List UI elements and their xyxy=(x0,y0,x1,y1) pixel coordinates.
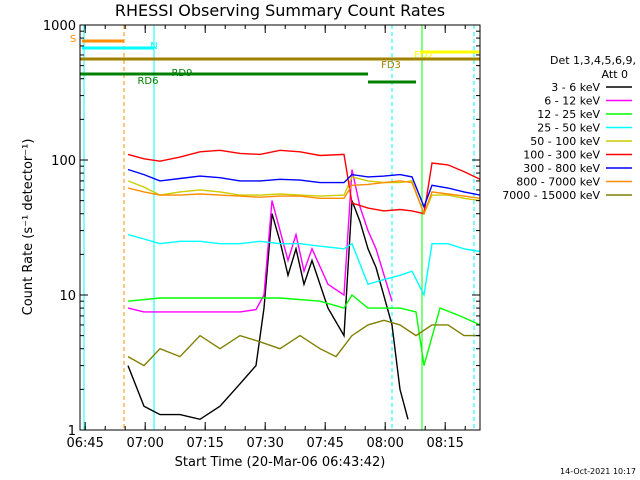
series-line xyxy=(127,319,480,367)
series-lines xyxy=(127,149,481,421)
x-tick-label: 06:45 xyxy=(66,436,103,451)
series-line xyxy=(127,169,393,313)
legend-label: 25 - 50 keV xyxy=(537,122,600,135)
x-tick-label: 07:45 xyxy=(306,436,343,451)
axes: 1 10 100 1000 06:45 07:00 07:15 07:30 07:45 08:00… xyxy=(43,19,481,451)
series-line xyxy=(127,233,481,298)
x-tick-label: 08:15 xyxy=(426,436,463,451)
x-tick-label: 07:30 xyxy=(246,436,283,451)
x-tick-label: 07:00 xyxy=(126,436,163,451)
legend-label: 3 - 6 keV xyxy=(551,81,600,94)
legend-label: 100 - 300 keV xyxy=(523,149,600,162)
legend-label: 50 - 100 keV xyxy=(530,135,600,148)
x-axis-label: Start Time (20-Mar-06 06:43:42) xyxy=(175,455,386,470)
legend-label: 800 - 7000 keV xyxy=(516,176,600,189)
y-tick-label: 100 xyxy=(51,154,76,169)
series-line xyxy=(127,293,481,366)
chart-title: RHESSI Observing Summary Count Rates xyxy=(115,1,445,20)
timestamp: 14-Oct-2021 10:17 xyxy=(560,467,636,476)
vertical-markers xyxy=(83,25,475,430)
flag-label: FD3 xyxy=(381,60,401,71)
flag-label: S xyxy=(70,34,76,45)
series-line xyxy=(127,200,409,421)
y-tick-label: 1 xyxy=(68,424,76,439)
legend-header-line1: Det 1,3,4,5,6,9, xyxy=(550,54,636,67)
flag-label: FD2 xyxy=(414,50,434,61)
flag-bars: S N FD2 FD3 RD6 RD9 xyxy=(70,34,480,87)
legend-header-line2: Att 0 xyxy=(602,68,628,81)
flag-label: RD9 xyxy=(171,68,192,79)
flag-label: N xyxy=(150,41,157,52)
plot-frame xyxy=(79,24,481,431)
y-axis-label: Count Rate (s⁻¹ detector⁻¹) xyxy=(21,139,36,316)
legend-label: 6 - 12 keV xyxy=(544,95,600,108)
y-tick-label: 1000 xyxy=(43,19,76,34)
series-line xyxy=(127,180,481,216)
series-line xyxy=(127,168,481,209)
x-tick-label: 08:00 xyxy=(366,436,403,451)
legend-label: 7000 - 15000 keV xyxy=(502,189,600,202)
series-line xyxy=(127,149,481,215)
flag-label: RD6 xyxy=(137,76,158,87)
legend-label: 12 - 25 keV xyxy=(537,108,600,121)
legend-label: 300 - 800 keV xyxy=(523,162,600,175)
y-tick-label: 10 xyxy=(59,289,76,304)
x-tick-label: 07:15 xyxy=(186,436,223,451)
